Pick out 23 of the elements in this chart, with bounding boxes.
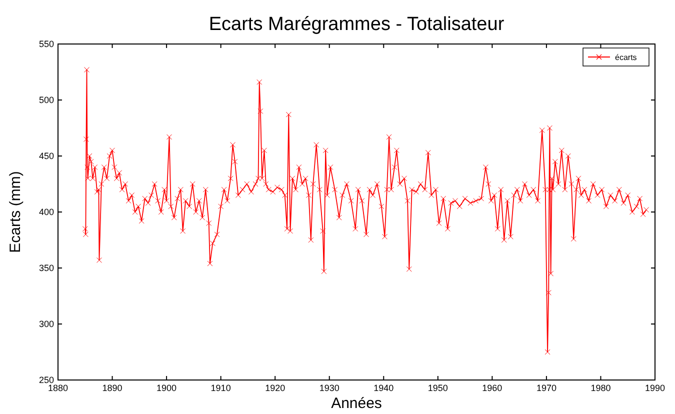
y-tick-label: 350 — [38, 263, 54, 273]
legend-label: écarts — [615, 53, 637, 62]
y-tick-label: 550 — [38, 39, 54, 49]
chart-title: Ecarts Marégrammes - Totalisateur — [208, 14, 505, 35]
y-tick-label: 300 — [38, 319, 54, 329]
y-axis-title: Ecarts (mm) — [7, 171, 24, 253]
x-tick-label: 1920 — [265, 383, 286, 393]
x-tick-label: 1940 — [374, 383, 394, 393]
x-tick-label: 1980 — [590, 383, 611, 393]
x-tick-label: 1960 — [482, 383, 502, 393]
x-tick-label: 1900 — [156, 383, 177, 393]
x-tick-label: 1990 — [644, 383, 666, 393]
x-tick-label: 1930 — [319, 383, 340, 393]
x-tick-label: 1950 — [428, 383, 448, 393]
y-tick-label: 450 — [38, 151, 54, 161]
x-tick-label: 1910 — [210, 383, 231, 393]
y-tick-label: 250 — [38, 375, 54, 385]
x-tick-label: 1890 — [102, 383, 122, 393]
y-tick-label: 500 — [38, 95, 54, 105]
x-tick-label: 1970 — [536, 383, 556, 393]
x-tick-label: 1880 — [48, 383, 68, 393]
x-axis-title: Années — [331, 395, 382, 412]
y-tick-label: 400 — [38, 207, 54, 217]
